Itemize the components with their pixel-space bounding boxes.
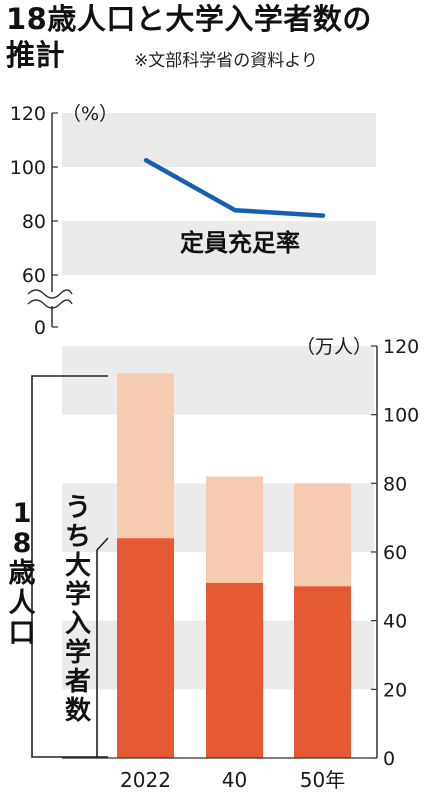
bar-university-entrants-40 (206, 582, 263, 758)
chart-title-line-1: 18歳人口と大学入学者数の (6, 2, 372, 36)
bar-chart-grid-band (62, 346, 374, 415)
x-axis-category-label: 2022 (120, 768, 171, 792)
bar-chart-y-tick-label: 80 (383, 473, 407, 495)
bar-chart-y-tick-label: 60 (383, 542, 407, 564)
bar-university-entrants-2022 (117, 538, 174, 758)
line-chart-y-tick-label: 0 (34, 317, 46, 339)
bar-chart-y-tick-label: 0 (383, 748, 395, 770)
axis-break-mark (27, 299, 73, 309)
line-chart-unit-label: （%） (62, 103, 118, 125)
legend-bracket-university-entrants (96, 537, 109, 757)
bar-chart-y-tick-label: 20 (383, 679, 407, 701)
x-axis-category-label: 40 (222, 768, 247, 792)
axis-break-mark (27, 289, 73, 299)
bar-chart-y-tick-label: 40 (383, 611, 407, 633)
source-note: ※文部科学省の資料より (134, 51, 318, 71)
line-chart-y-tick-label: 100 (10, 157, 46, 179)
bar-chart-y-tick-label: 100 (383, 405, 419, 427)
occupancy-rate-line (143, 158, 326, 218)
bar-university-entrants-50年 (294, 586, 351, 758)
bar-chart-unit-label: （万人） (296, 336, 372, 358)
line-chart-y-tick-label: 60 (22, 265, 46, 287)
line-chart-grid-band (62, 113, 376, 167)
occupancy-rate-point-40 (233, 208, 237, 213)
line-chart-y-tick-label: 120 (10, 103, 46, 125)
legend-bracket-18yo-population (31, 375, 108, 758)
x-axis-category-label: 50年 (300, 768, 345, 792)
occupancy-rate-point-2022 (144, 158, 148, 163)
occupancy-rate-series-label: 定員充足率 (180, 229, 300, 257)
line-chart-y-tick-label: 80 (22, 211, 46, 233)
legend-label-university-entrants: うち大学入学者数 (65, 493, 92, 726)
bar-chart-y-tick-label: 120 (383, 336, 419, 358)
chart-title-line-2: 推計 (6, 38, 66, 72)
legend-label-18yo-population: 1 8 歳人口 (9, 498, 36, 649)
occupancy-rate-point-50年 (321, 213, 325, 218)
line-chart-grid-band (62, 221, 376, 275)
